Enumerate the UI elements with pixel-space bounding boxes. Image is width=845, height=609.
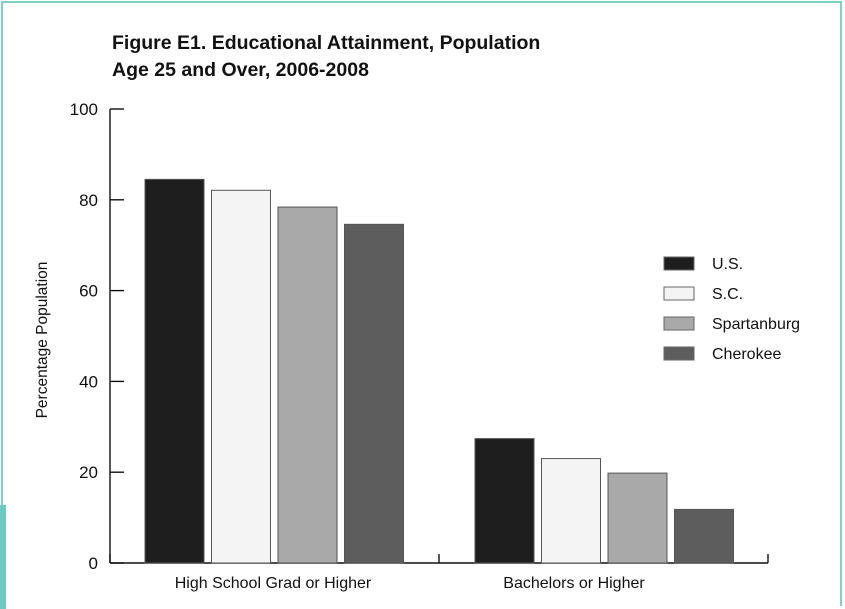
bar-s-c--high-school xyxy=(211,189,271,564)
bar-cherokee-bachelors xyxy=(674,508,734,564)
accent-strip xyxy=(0,505,6,609)
legend-label: Spartanburg xyxy=(712,316,800,333)
bar-u-s--bachelors xyxy=(474,438,535,564)
legend-swatch xyxy=(663,316,695,331)
chart-bars xyxy=(144,178,734,564)
y-tick-label: 80 xyxy=(79,191,98,210)
bar-s-c--bachelors xyxy=(541,458,601,564)
y-tick-label: 60 xyxy=(79,282,98,301)
chart-title-line-2: Age 25 and Over, 2006-2008 xyxy=(112,59,369,81)
x-axis-category-labels: High School Grad or Higher Bachelors or H… xyxy=(175,575,646,592)
legend-swatch xyxy=(663,256,695,271)
y-tick-label: 20 xyxy=(79,463,98,482)
legend-label: Cherokee xyxy=(712,346,781,363)
y-axis-label: Percentage Population xyxy=(34,262,51,419)
y-tick-label: 0 xyxy=(89,554,98,573)
legend-swatch xyxy=(663,346,695,361)
legend-label: S.C. xyxy=(712,286,743,303)
x-category-label: Bachelors or Higher xyxy=(503,575,645,592)
bar-spartanburg-bachelors xyxy=(607,472,668,564)
chart-title: Figure E1. Educational Attainment, Popul… xyxy=(112,30,712,84)
legend-swatch xyxy=(663,286,695,301)
legend-label: U.S. xyxy=(712,256,743,273)
chart-legend: U.S. S.C. Spartanburg Cherokee xyxy=(663,256,800,363)
bar-cherokee-high-school xyxy=(344,223,404,564)
y-axis-ticks: 0 20 40 60 80 100 xyxy=(70,100,124,573)
chart-axes xyxy=(109,109,769,564)
y-tick-label: 100 xyxy=(70,100,98,119)
chart-title-line-1: Figure E1. Educational Attainment, Popul… xyxy=(112,32,541,54)
y-tick-label: 40 xyxy=(79,372,98,391)
bar-u-s--high-school xyxy=(144,178,205,564)
bar-spartanburg-high-school xyxy=(277,206,338,564)
x-category-label: High School Grad or Higher xyxy=(175,575,372,592)
